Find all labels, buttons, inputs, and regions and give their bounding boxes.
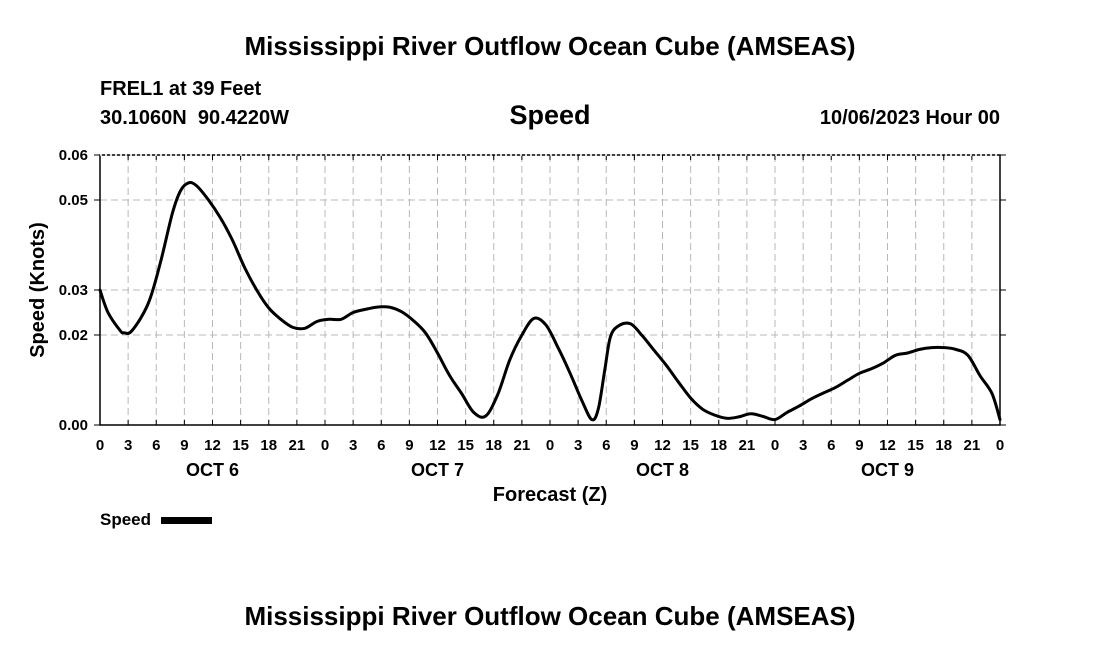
x-tick-label: 15 xyxy=(682,437,699,454)
x-tick-label: 0 xyxy=(96,437,104,454)
day-label: OCT 6 xyxy=(186,460,239,480)
x-tick-label: 9 xyxy=(180,437,188,454)
x-tick-label: 15 xyxy=(907,437,924,454)
day-label: OCT 7 xyxy=(411,460,464,480)
x-tick-label: 3 xyxy=(799,437,807,454)
x-tick-label: 21 xyxy=(514,437,531,454)
x-tick-label: 12 xyxy=(654,437,671,454)
legend-label: Speed xyxy=(100,510,151,529)
x-tick-label: 18 xyxy=(260,437,277,454)
x-tick-label: 9 xyxy=(405,437,413,454)
x-tick-label: 15 xyxy=(232,437,249,454)
day-label: OCT 8 xyxy=(636,460,689,480)
x-tick-label: 0 xyxy=(546,437,554,454)
x-tick-label: 3 xyxy=(349,437,357,454)
x-tick-label: 0 xyxy=(771,437,779,454)
x-tick-label: 21 xyxy=(739,437,756,454)
y-tick-label: 0.05 xyxy=(59,192,88,209)
x-tick-label: 6 xyxy=(827,437,835,454)
x-tick-label: 3 xyxy=(574,437,582,454)
x-axis-title: Forecast (Z) xyxy=(493,484,607,506)
x-tick-label: 18 xyxy=(710,437,727,454)
y-axis-title: Speed (Knots) xyxy=(27,222,49,358)
x-tick-label: 21 xyxy=(964,437,981,454)
y-tick-label: 0.02 xyxy=(59,327,88,344)
x-tick-label: 12 xyxy=(879,437,896,454)
chart-main-title: Mississippi River Outflow Ocean Cube (AM… xyxy=(244,31,855,61)
x-tick-label: 6 xyxy=(602,437,610,454)
x-tick-label: 0 xyxy=(321,437,329,454)
day-label: OCT 9 xyxy=(861,460,914,480)
location-label: 30.1060N 90.4220W xyxy=(100,107,289,129)
y-tick-label: 0.03 xyxy=(59,282,88,299)
x-tick-label: 18 xyxy=(935,437,952,454)
station-label: FREL1 at 39 Feet xyxy=(100,78,262,100)
x-tick-label: 0 xyxy=(996,437,1004,454)
x-tick-label: 12 xyxy=(204,437,221,454)
legend-swatch xyxy=(161,517,212,524)
x-tick-label: 6 xyxy=(377,437,385,454)
speed-series-line xyxy=(98,181,1002,422)
footer-title: Mississippi River Outflow Ocean Cube (AM… xyxy=(244,601,855,631)
x-tick-label: 21 xyxy=(289,437,306,454)
y-tick-label: 0.00 xyxy=(59,417,88,434)
x-tick-label: 3 xyxy=(124,437,132,454)
chart-subtitle: Speed xyxy=(509,100,590,130)
y-tick-labels: 0.00 0.02 0.03 0.05 0.06 xyxy=(59,147,88,434)
x-tick-label: 15 xyxy=(457,437,474,454)
x-tick-label: 18 xyxy=(485,437,502,454)
x-tick-label: 12 xyxy=(429,437,446,454)
x-tick-label: 6 xyxy=(152,437,160,454)
datetime-label: 10/06/2023 Hour 00 xyxy=(820,107,1000,129)
grid xyxy=(100,155,1000,425)
axis-ticks xyxy=(94,154,1006,426)
day-labels: OCT 6 OCT 7 OCT 8 OCT 9 xyxy=(186,460,914,480)
x-tick-labels: 0 3 6 9 12 15 18 21 0 3 6 9 12 15 18 21 0 3 6 9 12 15 18 21 0 3 6 9… xyxy=(96,437,1004,454)
y-tick-label: 0.06 xyxy=(59,147,88,164)
x-tick-label: 9 xyxy=(630,437,638,454)
x-tick-label: 9 xyxy=(855,437,863,454)
